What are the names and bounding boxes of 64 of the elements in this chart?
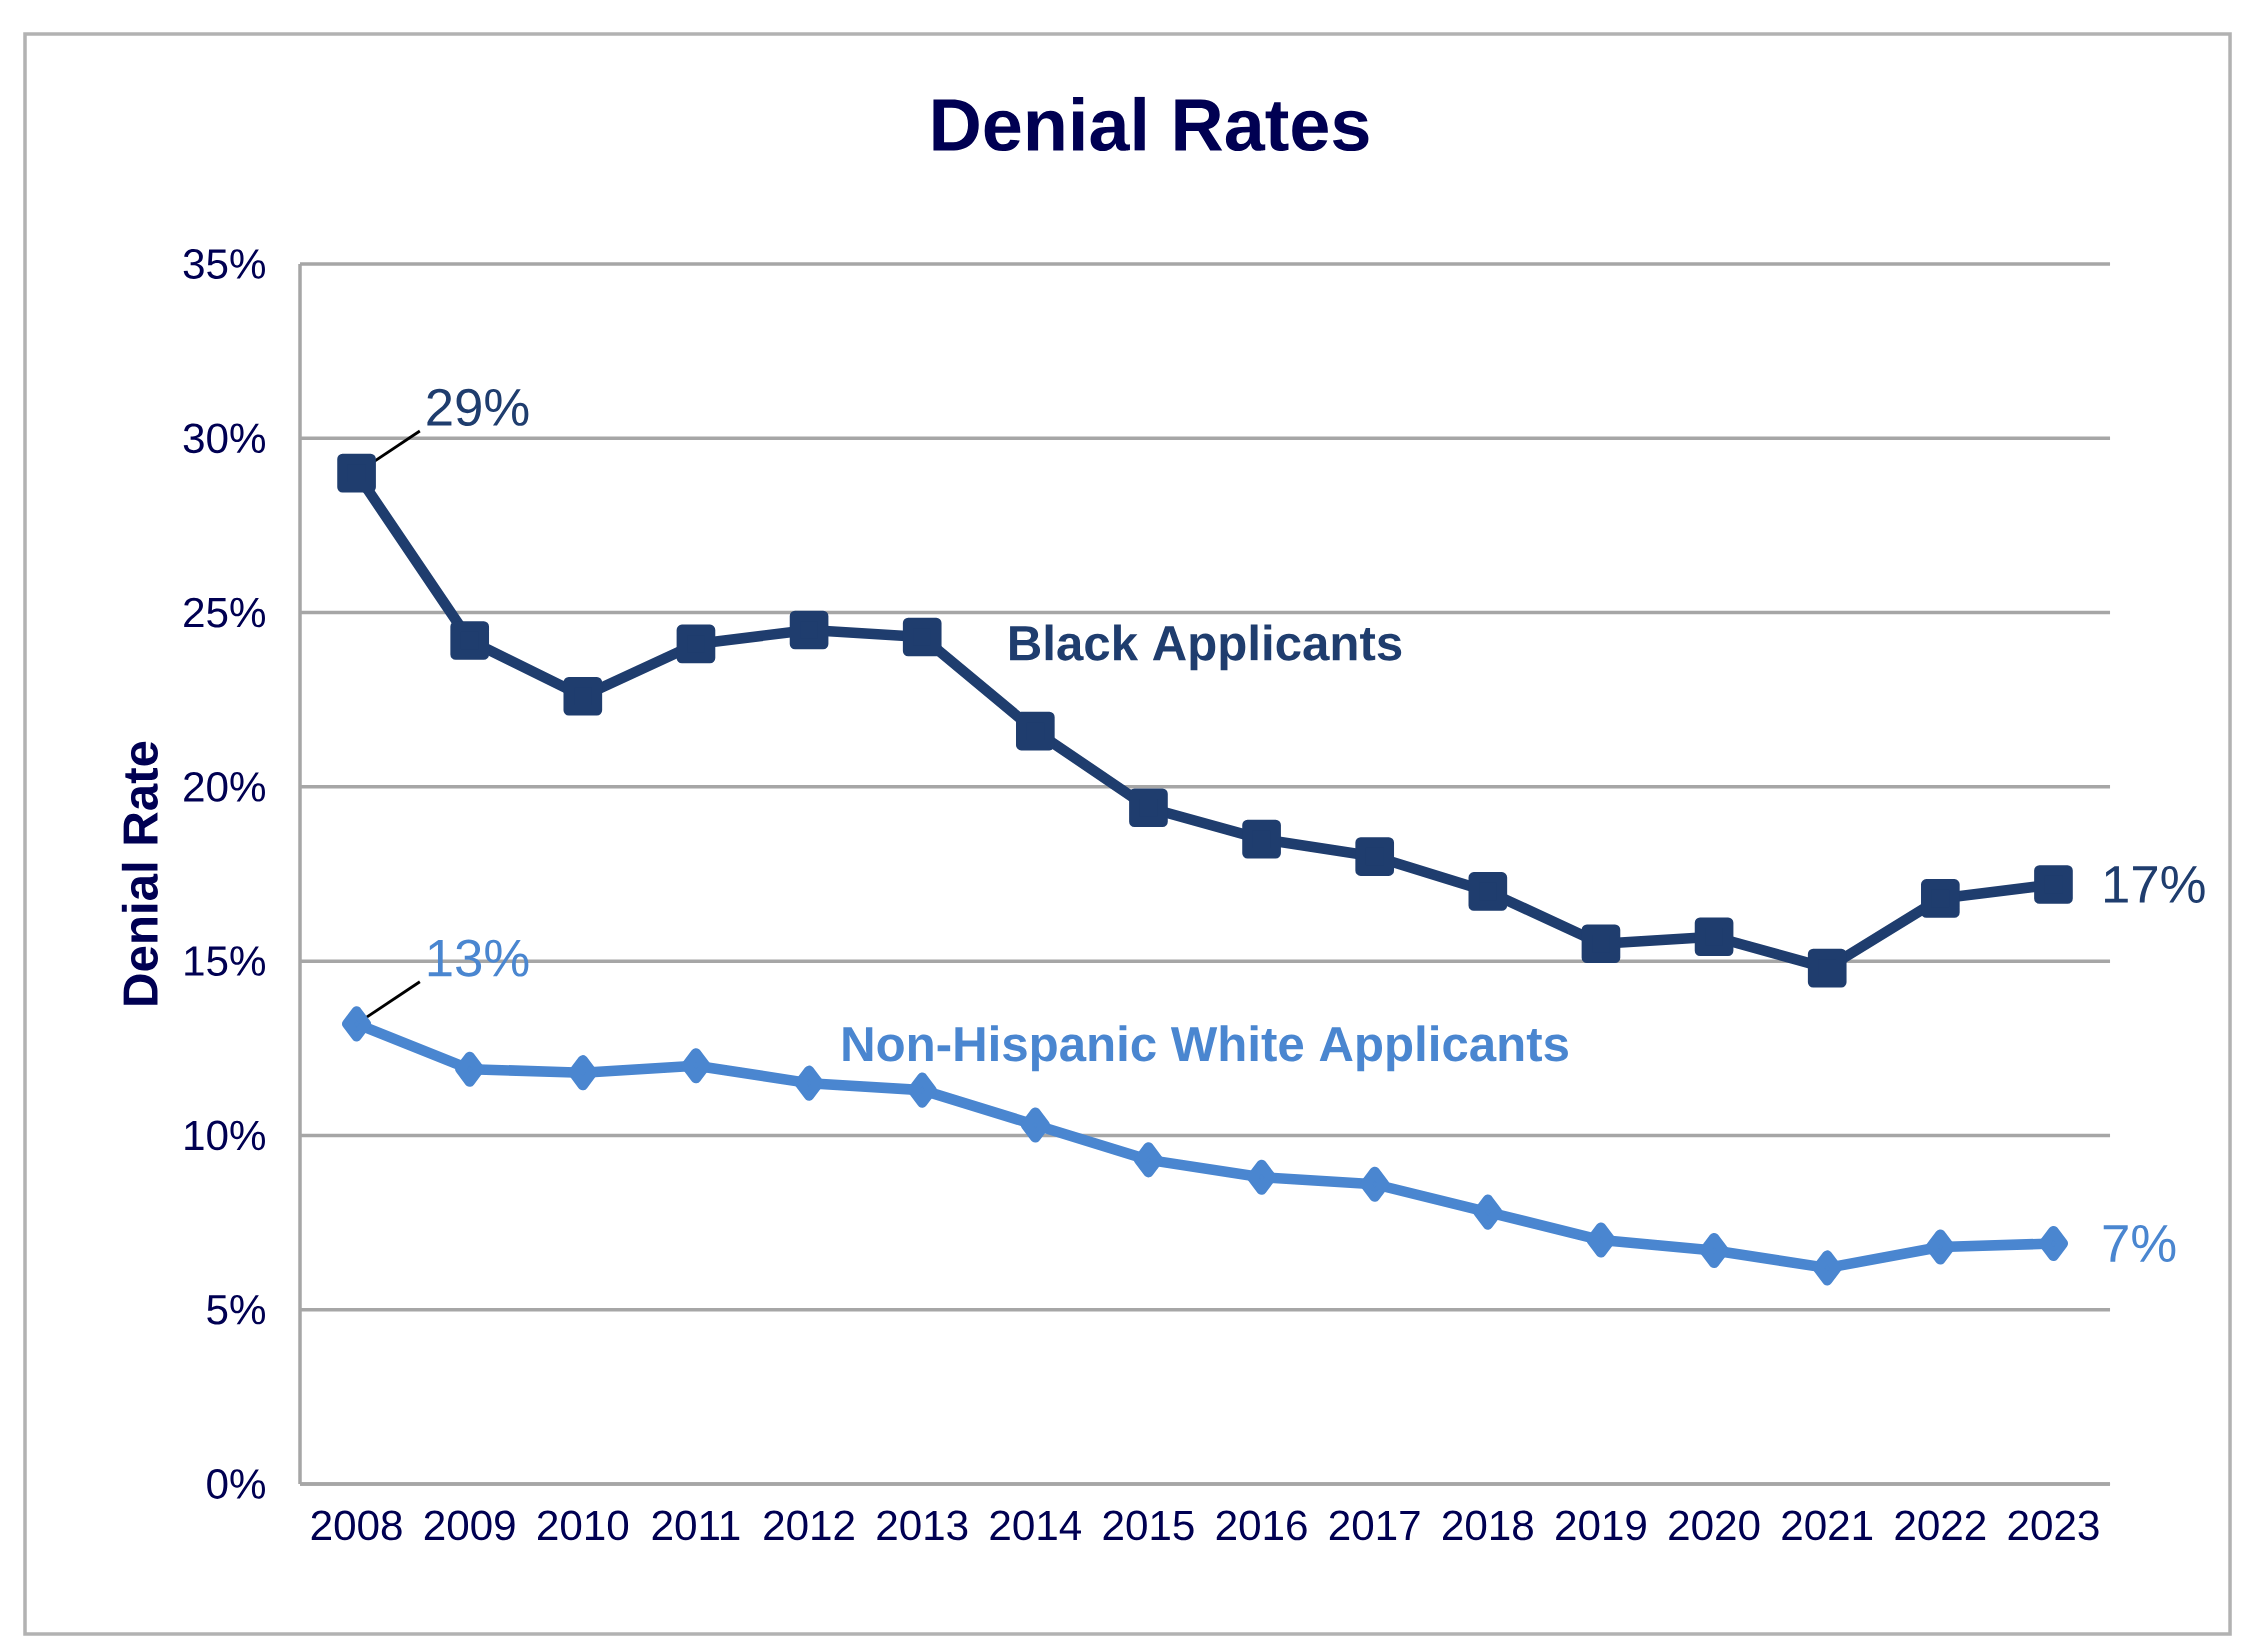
point bbox=[1812, 1250, 1842, 1286]
x-tick-label: 2017 bbox=[1329, 1510, 1420, 1541]
point bbox=[450, 621, 490, 660]
x-tick-label: 2022 bbox=[1895, 1510, 1986, 1541]
point bbox=[1699, 1232, 1729, 1269]
chart-title: Denial Rates bbox=[933, 96, 1369, 152]
point bbox=[455, 1051, 485, 1087]
x-tick-label: 2020 bbox=[1669, 1510, 1760, 1541]
series-label: Black Applicants bbox=[1010, 624, 1402, 671]
y-tick-label: 0% bbox=[207, 1469, 265, 1499]
y-tick-label: 5% bbox=[207, 1294, 265, 1325]
point bbox=[342, 1006, 372, 1042]
point bbox=[1925, 1229, 1955, 1265]
point bbox=[1133, 1142, 1163, 1178]
x-tick-label: 2012 bbox=[764, 1510, 854, 1541]
point bbox=[1020, 1107, 1050, 1143]
point bbox=[2034, 865, 2073, 904]
y-tick-label: 15% bbox=[185, 946, 265, 976]
point bbox=[681, 1048, 711, 1084]
data-label: 17% bbox=[2105, 866, 2205, 903]
point bbox=[1129, 788, 1168, 828]
y-tick-label: 30% bbox=[183, 423, 265, 454]
point bbox=[1921, 879, 1960, 918]
point bbox=[2038, 1225, 2068, 1262]
y-tick-label: 35% bbox=[183, 249, 265, 279]
point bbox=[902, 617, 942, 657]
series-label: Non-Hispanic White Applicants bbox=[843, 1025, 1568, 1072]
point bbox=[1016, 711, 1055, 751]
y-tick-label: 10% bbox=[185, 1120, 265, 1151]
point bbox=[568, 1055, 598, 1091]
x-tick-label: 2015 bbox=[1103, 1510, 1194, 1541]
point bbox=[337, 453, 376, 493]
point bbox=[794, 1065, 824, 1101]
point bbox=[1586, 1222, 1616, 1258]
point bbox=[1247, 1159, 1277, 1195]
x-tick-label: 2011 bbox=[652, 1510, 740, 1541]
point bbox=[1468, 872, 1508, 911]
data-label: 7% bbox=[2103, 1225, 2176, 1262]
y-axis-title: Denial Rate bbox=[121, 741, 158, 1005]
point bbox=[1242, 819, 1281, 859]
point bbox=[1473, 1194, 1503, 1230]
x-tick-label: 2013 bbox=[877, 1510, 968, 1541]
x-tick-label: 2010 bbox=[538, 1510, 629, 1541]
point bbox=[676, 624, 716, 664]
point bbox=[1360, 1166, 1390, 1202]
x-tick-label: 2019 bbox=[1556, 1510, 1646, 1541]
x-tick-label: 2009 bbox=[424, 1510, 515, 1541]
point bbox=[1694, 917, 1734, 957]
y-tick-label: 25% bbox=[184, 597, 265, 628]
x-tick-label: 2021 bbox=[1782, 1510, 1873, 1541]
point bbox=[1807, 948, 1847, 988]
point bbox=[907, 1072, 937, 1108]
point bbox=[563, 676, 603, 716]
x-tick-label: 2018 bbox=[1443, 1510, 1533, 1541]
x-tick-label: 2023 bbox=[2008, 1510, 2099, 1541]
x-tick-label: 2008 bbox=[311, 1510, 402, 1541]
point bbox=[1581, 924, 1621, 964]
data-label: 13% bbox=[428, 939, 529, 977]
point bbox=[789, 610, 829, 650]
x-tick-label: 2016 bbox=[1216, 1510, 1307, 1541]
data-label: 29% bbox=[427, 388, 529, 427]
x-tick-label: 2014 bbox=[990, 1510, 1081, 1541]
y-tick-label: 20% bbox=[184, 771, 265, 802]
point bbox=[1355, 837, 1395, 876]
